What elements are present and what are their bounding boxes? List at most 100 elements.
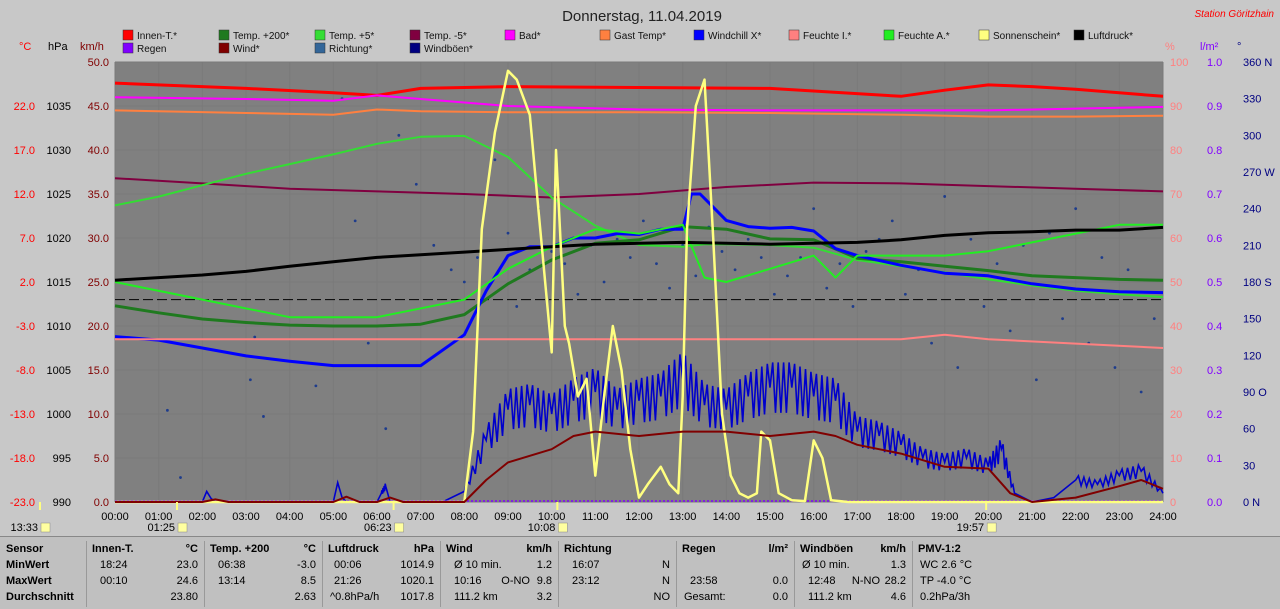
direction-axis-unit: °: [1237, 41, 1241, 53]
temp-tick-label: 2.0: [20, 277, 35, 289]
pressure-axis-unit: hPa: [48, 41, 68, 53]
stats-time: 10:16: [454, 575, 482, 587]
stats-sensor-row: MaxWert: [6, 575, 52, 587]
legend-label: Wind*: [233, 44, 260, 55]
sun-marker-time: 13:33: [10, 522, 38, 534]
pressure-tick-label: 1015: [47, 277, 71, 289]
legend-label: Gast Temp*: [614, 31, 666, 42]
legend-swatch: [599, 29, 611, 41]
direction-point: [248, 378, 252, 382]
direction-tick-label: 300: [1243, 130, 1261, 142]
temp-axis-unit: °C: [19, 41, 31, 53]
stats-value: 1017.8: [400, 591, 434, 603]
stats-unit: l/m²: [768, 543, 788, 555]
stats-value: 1.3: [890, 559, 906, 571]
x-tick-label: 13:00: [669, 511, 697, 523]
direction-point: [903, 292, 907, 296]
sun-marker-icon: [40, 522, 51, 533]
legend-label: Windchill X*: [708, 31, 761, 42]
x-tick-label: 21:00: [1018, 511, 1046, 523]
series-line: [114, 94, 1164, 112]
rain-tick-label: 0.8: [1207, 145, 1222, 157]
direction-point: [668, 286, 671, 290]
stats-header: Wind: [446, 543, 473, 555]
stats-value: 1014.9: [400, 559, 434, 571]
stats-header: Luftdruck: [328, 543, 379, 555]
sun-marker-time: 01:25: [147, 522, 175, 534]
direction-point: [1152, 317, 1156, 321]
direction-point: [956, 366, 960, 369]
direction-point: [733, 268, 737, 272]
stats-value: 1020.1: [400, 575, 434, 587]
stats-time: Ø 10 min.: [454, 559, 502, 571]
legend-label: Temp. +5*: [329, 31, 374, 42]
humidity-tick-label: 40: [1170, 321, 1182, 333]
humidity-tick-label: 80: [1170, 145, 1182, 157]
direction-point: [969, 237, 973, 241]
legend-label: Luftdruck*: [1088, 31, 1133, 42]
wind-tick-label: 5.0: [94, 453, 109, 465]
direction-tick-label: 150: [1243, 314, 1261, 326]
direction-tick-label: 0 N: [1243, 497, 1260, 509]
series-line: [114, 223, 1163, 319]
direction-point: [746, 237, 750, 241]
stats-value: WC 2.6 °C: [920, 559, 973, 571]
stats-sensor-row: MinWert: [6, 559, 50, 571]
direction-tick-label: 120: [1243, 350, 1261, 362]
direction-point: [166, 408, 169, 412]
stats-luftdruck: Luftdruck hPa 00:06 1014.9 21:26 1020.1 ^0.…: [328, 541, 441, 607]
stats-time: 21:26: [334, 575, 362, 587]
stats-value: 8.5: [300, 575, 316, 587]
stats-innen: Innen-T. °C 18:24 23.0 00:10 24.6 23.80: [92, 541, 205, 607]
temp-tick-label: 12.0: [14, 189, 35, 201]
pressure-tick-label: 1020: [47, 233, 71, 245]
wind-tick-label: 20.0: [88, 321, 109, 333]
sun-marker-icon: [394, 522, 404, 533]
wind-tick-label: 35.0: [88, 189, 109, 201]
direction-tick-label: 90 O: [1243, 387, 1267, 399]
sun-markers: 13:33 01:25 06:23 10:08 19:57: [10, 502, 997, 534]
humidity-tick-label: 30: [1170, 365, 1182, 377]
legend-label: Bad*: [519, 31, 541, 42]
wind-axis-unit: km/h: [80, 41, 104, 53]
direction-tick-label: 60: [1243, 424, 1255, 436]
stats-boeen: Windböen km/h Ø 10 min. 1.3 12:48 N-NO 28.2 …: [800, 541, 913, 607]
chart-marks: [114, 69, 1164, 504]
temp-tick-label: 7.0: [20, 233, 35, 245]
legend-swatch: [122, 42, 134, 54]
pressure-tick-label: 995: [53, 453, 71, 465]
direction-point: [353, 219, 357, 223]
stats-header: PMV-1:2: [918, 543, 961, 555]
humidity-tick-label: 0: [1170, 497, 1176, 509]
stats-time: 111.2 km: [454, 591, 498, 603]
legend-label: Temp. +200*: [233, 31, 290, 42]
rain-tick-label: 0.7: [1207, 189, 1222, 201]
stats-time: 00:06: [334, 559, 362, 571]
sun-marker-icon: [177, 522, 188, 533]
x-tick-label: 15:00: [756, 511, 784, 523]
x-tick-label: 02:00: [189, 511, 217, 523]
stats-header: Richtung: [564, 543, 612, 555]
wind-tick-label: 15.0: [88, 365, 109, 377]
stats-time: 12:48: [808, 575, 836, 587]
direction-point: [576, 292, 580, 296]
stats-dir: O-NO: [501, 575, 530, 587]
stats-richtung: Richtung 16:07 N 23:12 N NO: [564, 541, 677, 607]
direction-tick-label: 270 W: [1243, 167, 1275, 179]
direction-point: [384, 427, 388, 431]
station-label: Station Göritzhain: [1195, 9, 1275, 20]
stats-value: 2.63: [294, 591, 316, 603]
series-line: [115, 333, 1164, 349]
legend-label: Feuchte A.*: [898, 31, 950, 42]
series-line: [114, 225, 1164, 282]
direction-point: [812, 207, 816, 211]
stats-value: 3.2: [536, 591, 552, 603]
series-line: [114, 108, 1164, 118]
direction-tick-label: 210: [1243, 240, 1261, 252]
direction-point: [1034, 378, 1038, 382]
series-line: [114, 225, 1164, 328]
series-line: [114, 134, 1164, 298]
sun-marker-icon: [986, 522, 997, 533]
stats-value: 0.0: [772, 575, 788, 587]
direction-point: [1113, 366, 1117, 369]
